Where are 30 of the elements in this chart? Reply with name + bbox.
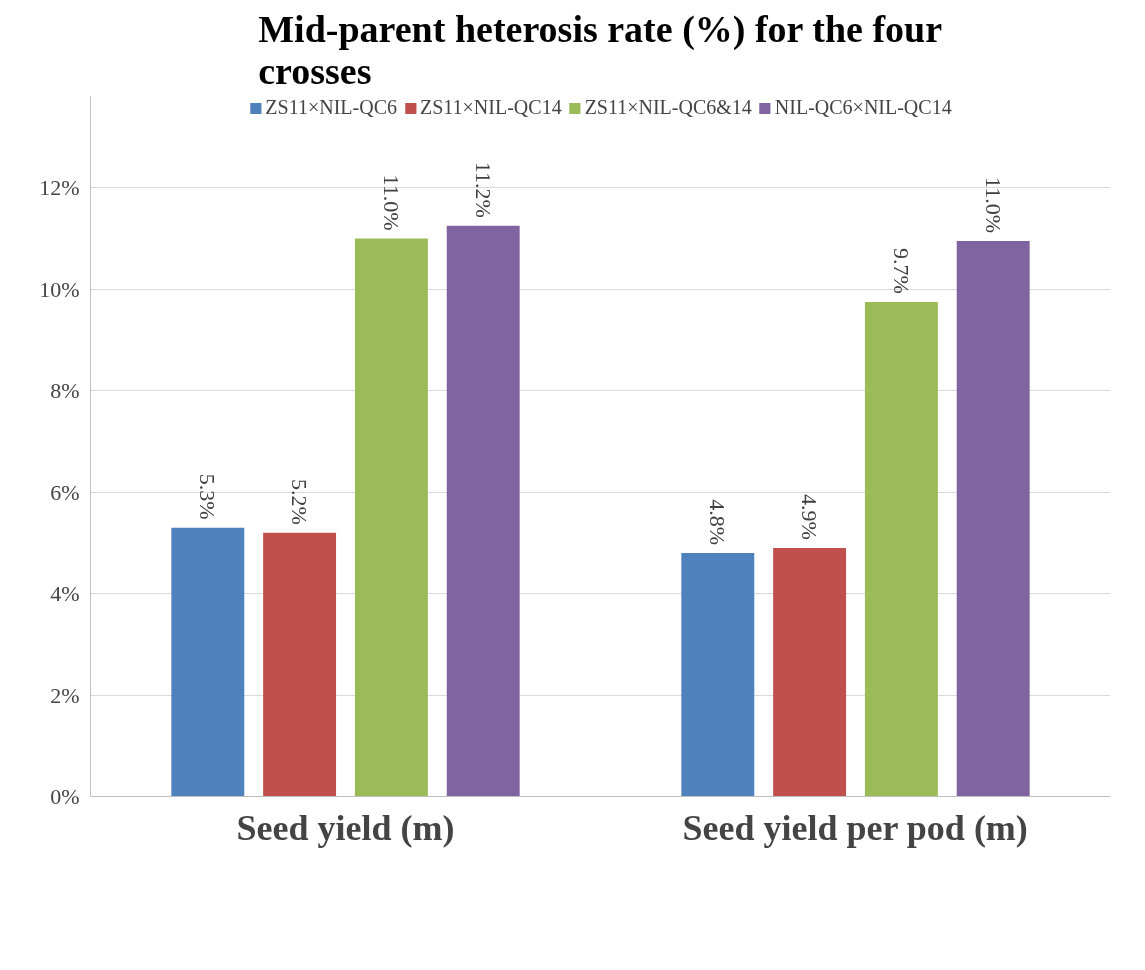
bar — [956, 241, 1030, 797]
bar — [263, 532, 337, 797]
data-label: 11.0% — [980, 177, 1006, 234]
data-label: 11.2% — [470, 161, 496, 218]
chart-title: Mid-parent heterosis rate (%) for the four crosses — [258, 7, 943, 92]
data-label: 9.7% — [888, 248, 914, 294]
bar — [354, 238, 428, 797]
y-tick-label: 12% — [39, 175, 80, 201]
bar — [681, 553, 755, 797]
y-tick-label: 0% — [50, 784, 80, 809]
x-tick-label: Seed yield (m) — [236, 807, 455, 848]
bar — [171, 527, 245, 797]
y-tick-label: 4% — [50, 581, 80, 607]
legend-label: NIL-QC6×NIL-QC14 — [774, 96, 952, 119]
data-label: 11.0% — [378, 174, 404, 231]
bar — [773, 547, 847, 797]
legend-label: ZS11×NIL-QC14 — [419, 96, 562, 119]
data-label: 5.3% — [195, 473, 221, 520]
data-label: 4.8% — [705, 499, 731, 546]
data-label: 5.2% — [287, 478, 313, 525]
bar — [864, 301, 938, 797]
bar — [446, 225, 520, 797]
y-tick-label: 10% — [39, 276, 80, 302]
legend-label: ZS11×NIL-QC6 — [265, 96, 397, 119]
x-tick-label: Seed yield per pod (m) — [682, 807, 1028, 848]
data-label: 4.9% — [797, 494, 823, 540]
y-tick-label: 8% — [50, 378, 80, 404]
legend-label: ZS11×NIL-QC6&14 — [584, 96, 752, 119]
y-tick-label: 6% — [50, 479, 80, 505]
y-tick-label: 2% — [50, 682, 80, 708]
